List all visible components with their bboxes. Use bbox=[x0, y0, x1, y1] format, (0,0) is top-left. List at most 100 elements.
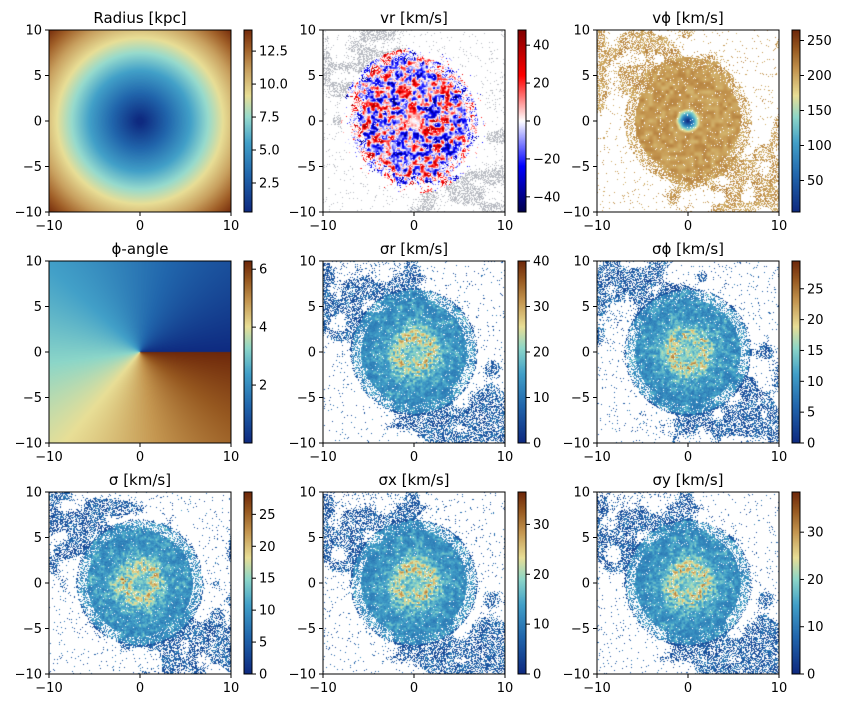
colorbar-tick-label: 20 bbox=[533, 568, 550, 583]
y-tick-label: −5 bbox=[297, 622, 316, 637]
y-tick-label: 0 bbox=[308, 346, 316, 361]
x-tick-label: −10 bbox=[35, 450, 62, 465]
y-tick-label: 0 bbox=[34, 577, 42, 592]
panel-title: σy [km/s] bbox=[652, 471, 723, 489]
colorbar-tick-label: 0 bbox=[533, 668, 541, 683]
colorbar-tick-label: 50 bbox=[807, 174, 824, 189]
y-tick-label: −10 bbox=[563, 437, 590, 452]
colorbar-tick-label: 30 bbox=[533, 300, 550, 315]
x-tick-label: 10 bbox=[497, 450, 514, 465]
colorbar-tick-label: 40 bbox=[533, 255, 550, 270]
colorbar bbox=[244, 492, 252, 674]
x-tick-label: 0 bbox=[136, 681, 144, 696]
x-tick-label: −10 bbox=[309, 219, 336, 234]
colorbar-tick-label: 5 bbox=[807, 406, 815, 421]
x-tick-label: 0 bbox=[136, 450, 144, 465]
panel-sigma: σ [km/s] −10 0 10 10 5 0 −5 −10 25 20 15 10 5 0 bbox=[15, 471, 276, 696]
x-tick-label: 10 bbox=[771, 450, 788, 465]
y-tick-label: −5 bbox=[571, 622, 590, 637]
y-tick-label: 5 bbox=[34, 69, 42, 84]
colorbar-tick-label: 0 bbox=[533, 115, 541, 130]
heatmap-sigma_y bbox=[597, 492, 779, 674]
y-tick-label: 5 bbox=[582, 300, 590, 315]
panel-title: σ [km/s] bbox=[109, 471, 171, 489]
y-tick-label: −5 bbox=[571, 391, 590, 406]
y-tick-label: 10 bbox=[299, 486, 316, 501]
y-tick-label: 5 bbox=[582, 69, 590, 84]
panel-title: vϕ [km/s] bbox=[652, 9, 723, 27]
colorbar bbox=[792, 30, 800, 212]
y-tick-label: 5 bbox=[308, 531, 316, 546]
y-tick-label: 5 bbox=[34, 300, 42, 315]
y-tick-label: 5 bbox=[308, 69, 316, 84]
y-tick-label: 0 bbox=[582, 577, 590, 592]
heatmap-radius bbox=[49, 30, 231, 212]
x-tick-label: −10 bbox=[583, 450, 610, 465]
colorbar-tick-label: 10 bbox=[807, 375, 824, 390]
y-tick-label: −5 bbox=[297, 160, 316, 175]
x-tick-label: −10 bbox=[309, 681, 336, 696]
colorbar-tick-label: 20 bbox=[533, 346, 550, 361]
colorbar-tick-label: 15 bbox=[807, 344, 824, 359]
panel-sigma_y: σy [km/s] −10 0 10 10 5 0 −5 −10 30 20 10 0 bbox=[563, 471, 824, 696]
panel-title: σϕ [km/s] bbox=[652, 240, 724, 258]
x-tick-label: −10 bbox=[35, 219, 62, 234]
heatmap-vphi bbox=[597, 30, 779, 212]
y-tick-label: −10 bbox=[15, 206, 42, 221]
colorbar-tick-label: 25 bbox=[259, 508, 276, 523]
colorbar-tick-label: −40 bbox=[533, 190, 560, 205]
colorbar-tick-label: 150 bbox=[807, 104, 832, 119]
heatmap-vr bbox=[323, 30, 505, 212]
x-tick-label: 10 bbox=[771, 681, 788, 696]
y-tick-label: 10 bbox=[25, 24, 42, 39]
y-tick-label: −5 bbox=[571, 160, 590, 175]
colorbar-tick-label: 10 bbox=[533, 618, 550, 633]
heatmap-sigma_phi bbox=[597, 261, 779, 443]
colorbar-tick-label: −20 bbox=[533, 152, 560, 167]
colorbar bbox=[244, 30, 252, 212]
x-tick-label: 10 bbox=[223, 681, 240, 696]
colorbar-tick-label: 6 bbox=[259, 263, 267, 278]
panel-vr: vr [km/s] −10 0 10 10 5 0 −5 −10 40 20 0 −20 −40 bbox=[289, 9, 561, 234]
colorbar-tick-label: 100 bbox=[807, 139, 832, 154]
x-tick-label: 0 bbox=[410, 219, 418, 234]
y-tick-label: 0 bbox=[34, 115, 42, 130]
y-tick-label: 0 bbox=[308, 115, 316, 130]
y-tick-label: −10 bbox=[563, 668, 590, 683]
y-tick-label: 10 bbox=[299, 24, 316, 39]
panel-title: σx [km/s] bbox=[378, 471, 449, 489]
colorbar bbox=[792, 492, 800, 674]
heatmap-sigma bbox=[49, 492, 231, 674]
y-tick-label: 10 bbox=[573, 486, 590, 501]
colorbar bbox=[518, 30, 526, 212]
colorbar-tick-label: 7.5 bbox=[259, 111, 280, 126]
x-tick-label: −10 bbox=[583, 681, 610, 696]
x-tick-label: 0 bbox=[136, 219, 144, 234]
colorbar bbox=[792, 261, 800, 443]
panel-title: vr [km/s] bbox=[380, 9, 448, 27]
panel-sigma_phi: σϕ [km/s] −10 0 10 10 5 0 −5 −10 25 20 15 10 5 0 bbox=[563, 240, 824, 465]
y-tick-label: 0 bbox=[34, 346, 42, 361]
colorbar-tick-label: 2.5 bbox=[259, 176, 280, 191]
x-tick-label: 10 bbox=[497, 219, 514, 234]
x-tick-label: 10 bbox=[771, 219, 788, 234]
y-tick-label: 10 bbox=[573, 255, 590, 270]
y-tick-label: 5 bbox=[34, 531, 42, 546]
y-tick-label: −10 bbox=[563, 206, 590, 221]
y-tick-label: 5 bbox=[308, 300, 316, 315]
y-tick-label: 10 bbox=[573, 24, 590, 39]
colorbar-tick-label: 0 bbox=[533, 437, 541, 452]
y-tick-label: 0 bbox=[582, 115, 590, 130]
y-tick-label: 10 bbox=[299, 255, 316, 270]
colorbar-tick-label: 30 bbox=[533, 518, 550, 533]
colorbar-tick-label: 30 bbox=[807, 526, 824, 541]
colorbar-tick-label: 5.0 bbox=[259, 144, 280, 159]
x-tick-label: 0 bbox=[684, 681, 692, 696]
x-tick-label: 0 bbox=[410, 681, 418, 696]
x-tick-label: 0 bbox=[684, 450, 692, 465]
y-tick-label: −10 bbox=[15, 437, 42, 452]
panel-phi: ϕ-angle −10 0 10 10 5 0 −5 −10 6 4 2 bbox=[15, 240, 268, 465]
heatmap-phi bbox=[49, 261, 231, 443]
y-tick-label: 10 bbox=[25, 255, 42, 270]
